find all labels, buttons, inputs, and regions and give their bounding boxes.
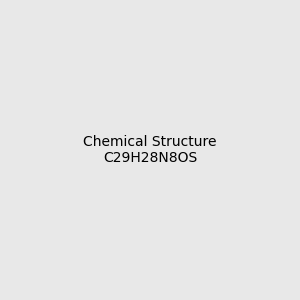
Text: Chemical Structure
C29H28N8OS: Chemical Structure C29H28N8OS	[83, 135, 217, 165]
